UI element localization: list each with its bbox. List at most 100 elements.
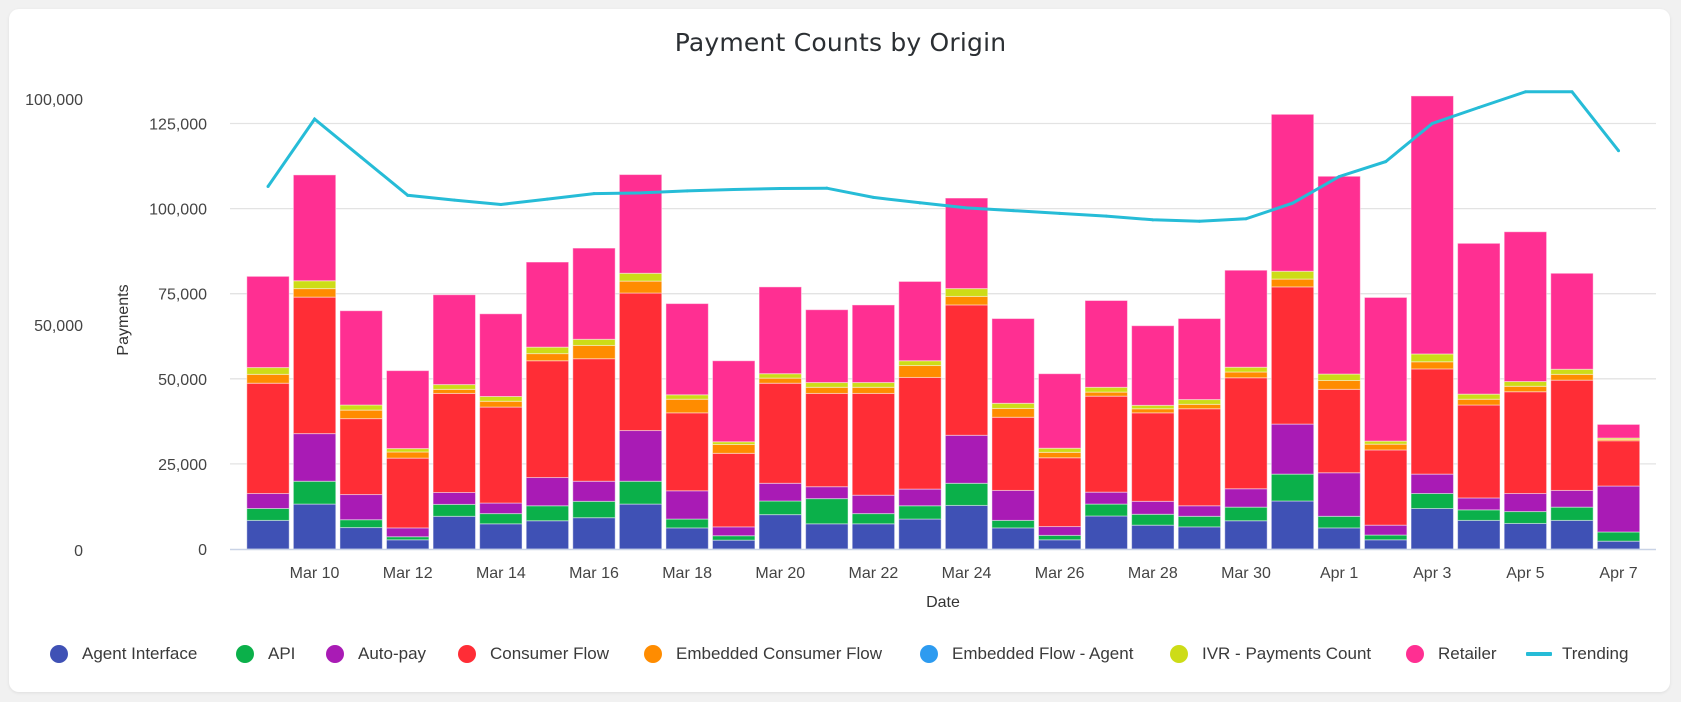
bar-segment-embedded-consumer-flow[interactable] — [1503, 385, 1548, 393]
bar-segment-retailer[interactable] — [1363, 296, 1408, 442]
bar-stack[interactable] — [1317, 175, 1361, 550]
bar-segment-embedded-consumer-flow[interactable] — [1177, 403, 1222, 410]
bar-segment-embedded-consumer-flow[interactable] — [944, 295, 989, 306]
bar-stack[interactable] — [665, 303, 709, 550]
bar-segment-embedded-consumer-flow[interactable] — [246, 373, 290, 384]
bar-segment-consumer-flow[interactable] — [712, 452, 756, 528]
trending-point[interactable] — [1570, 90, 1574, 94]
bar-segment-api[interactable] — [1037, 534, 1082, 541]
bar-segment-ivr-payments-count[interactable] — [1503, 381, 1548, 387]
bar-segment-api[interactable] — [898, 505, 942, 520]
bar-segment-consumer-flow[interactable] — [1084, 395, 1128, 493]
bar-segment-retailer[interactable] — [246, 275, 290, 369]
bar-segment-retailer[interactable] — [665, 303, 709, 396]
bar-segment-agent-interface[interactable] — [1084, 515, 1128, 550]
trending-point[interactable] — [639, 191, 643, 195]
bar-stack[interactable] — [246, 275, 290, 550]
bar-segment-agent-interface[interactable] — [991, 527, 1035, 550]
bar-segment-consumer-flow[interactable] — [1224, 377, 1268, 490]
legend-item-trending[interactable]: Trending — [1526, 640, 1628, 668]
bar-stack[interactable] — [386, 370, 430, 550]
bar-segment-api[interactable] — [1270, 473, 1315, 502]
bar-stack[interactable] — [1177, 318, 1222, 550]
bar-segment-ivr-payments-count[interactable] — [432, 384, 476, 390]
legend-item-auto-pay[interactable]: Auto-pay — [326, 640, 426, 668]
trending-point[interactable] — [1430, 122, 1434, 125]
bar-segment-embedded-consumer-flow[interactable] — [432, 388, 476, 394]
bar-segment-agent-interface[interactable] — [1270, 500, 1315, 550]
bar-segment-ivr-payments-count[interactable] — [1037, 447, 1082, 453]
bar-segment-embedded-consumer-flow[interactable] — [1363, 443, 1408, 451]
bar-stack[interactable] — [572, 247, 616, 550]
bar-segment-retailer[interactable] — [618, 174, 663, 274]
bar-segment-auto-pay[interactable] — [712, 526, 756, 537]
legend-item-agent-interface[interactable]: Agent Interface — [50, 640, 197, 668]
bar-segment-agent-interface[interactable] — [432, 515, 476, 550]
bar-segment-auto-pay[interactable] — [1317, 472, 1361, 517]
bar-segment-agent-interface[interactable] — [572, 517, 616, 550]
bar-segment-auto-pay[interactable] — [479, 502, 523, 515]
bar-stack[interactable] — [1503, 231, 1548, 550]
trending-point[interactable] — [1337, 175, 1341, 179]
bar-stack[interactable] — [525, 261, 570, 550]
bar-stack[interactable] — [712, 360, 756, 550]
bar-segment-retailer[interactable] — [572, 247, 616, 340]
bar-segment-ivr-payments-count[interactable] — [572, 338, 616, 346]
trending-line[interactable] — [266, 90, 1620, 223]
bar-segment-agent-interface[interactable] — [944, 504, 989, 550]
trending-point[interactable] — [918, 201, 922, 205]
bar-segment-api[interactable] — [1084, 503, 1128, 517]
bar-segment-auto-pay[interactable] — [1550, 489, 1594, 508]
bar-segment-agent-interface[interactable] — [479, 523, 523, 550]
bar-segment-api[interactable] — [758, 500, 802, 516]
bar-segment-api[interactable] — [479, 513, 523, 525]
bar-segment-ivr-payments-count[interactable] — [339, 404, 383, 411]
bar-segment-embedded-consumer-flow[interactable] — [1550, 373, 1594, 381]
bar-stack[interactable] — [1596, 423, 1641, 550]
bar-segment-consumer-flow[interactable] — [1503, 391, 1548, 495]
bar-segment-agent-interface[interactable] — [1317, 527, 1361, 550]
bar-segment-embedded-consumer-flow[interactable] — [851, 386, 896, 394]
bar-segment-embedded-consumer-flow[interactable] — [1410, 361, 1454, 370]
legend-item-consumer-flow[interactable]: Consumer Flow — [458, 640, 609, 668]
bar-segment-auto-pay[interactable] — [572, 480, 616, 502]
bar-segment-consumer-flow[interactable] — [292, 296, 337, 435]
bar-segment-ivr-payments-count[interactable] — [1177, 399, 1222, 405]
bar-segment-api[interactable] — [1503, 511, 1548, 524]
bar-segment-ivr-payments-count[interactable] — [479, 396, 523, 402]
bar-stack[interactable] — [618, 174, 663, 550]
trending-point[interactable] — [592, 192, 596, 196]
bar-segment-auto-pay[interactable] — [1363, 524, 1408, 536]
bar-segment-retailer[interactable] — [1131, 325, 1175, 406]
bar-stack[interactable] — [292, 174, 337, 550]
trending-point[interactable] — [1104, 214, 1108, 218]
bar-segment-ivr-payments-count[interactable] — [1131, 404, 1175, 410]
bar-segment-consumer-flow[interactable] — [851, 392, 896, 496]
bar-segment-agent-interface[interactable] — [1177, 526, 1222, 550]
bar-segment-consumer-flow[interactable] — [758, 382, 802, 484]
bar-segment-api[interactable] — [944, 482, 989, 506]
bar-stack[interactable] — [758, 286, 802, 550]
trending-point[interactable] — [685, 189, 689, 193]
bar-segment-auto-pay[interactable] — [1084, 491, 1128, 505]
bar-segment-retailer[interactable] — [805, 309, 849, 384]
bar-segment-agent-interface[interactable] — [525, 520, 570, 550]
bar-segment-auto-pay[interactable] — [246, 493, 290, 509]
trending-point[interactable] — [266, 184, 270, 188]
bar-segment-auto-pay[interactable] — [851, 494, 896, 515]
bar-segment-ivr-payments-count[interactable] — [1317, 373, 1361, 382]
bar-segment-api[interactable] — [991, 519, 1035, 529]
trending-point[interactable] — [452, 198, 456, 202]
bar-segment-api[interactable] — [1224, 506, 1268, 522]
bar-segment-api[interactable] — [712, 535, 756, 541]
bar-segment-agent-interface[interactable] — [1037, 539, 1082, 550]
bar-stack[interactable] — [1270, 113, 1315, 550]
bar-segment-consumer-flow[interactable] — [665, 412, 709, 492]
bar-segment-consumer-flow[interactable] — [1596, 440, 1641, 487]
bar-stack[interactable] — [432, 294, 476, 550]
bar-stack[interactable] — [898, 280, 942, 550]
bar-segment-api[interactable] — [292, 480, 337, 505]
bar-segment-ivr-payments-count[interactable] — [1224, 366, 1268, 373]
bar-segment-ivr-payments-count[interactable] — [851, 382, 896, 388]
bar-stack[interactable] — [944, 197, 989, 550]
